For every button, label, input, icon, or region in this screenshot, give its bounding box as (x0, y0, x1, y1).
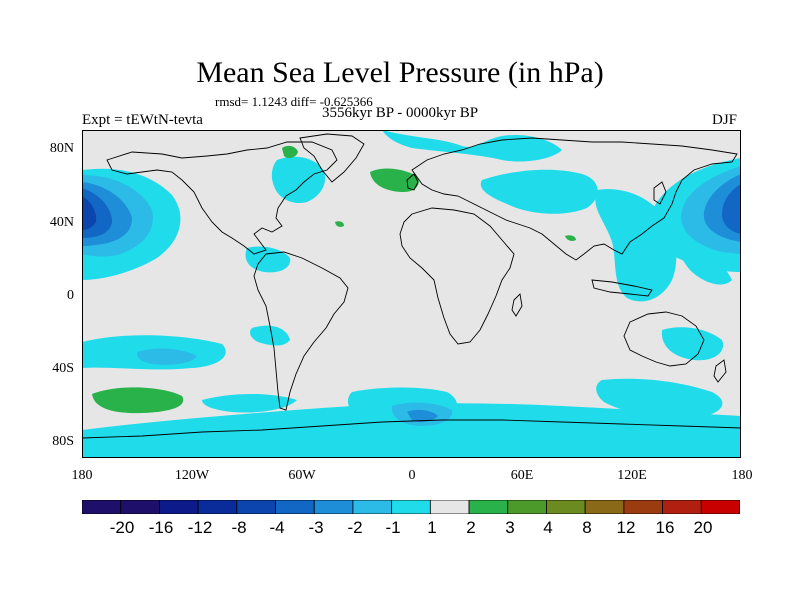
colorbar-label: 3 (505, 518, 515, 537)
coast-europe-asia (411, 137, 738, 261)
lon-label-60e: 60E (510, 468, 534, 483)
coast-australia (623, 311, 705, 367)
map-frame (82, 130, 741, 458)
lon-label-120e: 120E (617, 468, 647, 483)
colorbar-swatch (662, 500, 702, 514)
colorbar-swatch (507, 500, 547, 514)
colorbar-label: 20 (693, 518, 713, 537)
season-label: DJF (712, 112, 738, 128)
colorbar-swatch (623, 500, 663, 514)
experiment-label: Expt = tEWtN-tevta (82, 112, 203, 128)
coast-south-america (253, 251, 349, 411)
south-pacific-positive (92, 387, 184, 414)
lon-label-120w: 120W (174, 468, 210, 483)
colorbar-label: 1 (427, 518, 437, 537)
colorbar-label: 12 (616, 518, 636, 537)
colorbar-swatch (700, 500, 740, 514)
coast-uk (406, 173, 419, 191)
greenland-positive (282, 145, 298, 159)
colorbar-label: 4 (543, 518, 553, 537)
north-atlantic-anomaly (245, 130, 677, 302)
colorbar-swatch (159, 500, 199, 514)
colorbar-swatch (275, 500, 315, 514)
coast-africa (399, 207, 515, 345)
colorbar-label: 8 (582, 518, 592, 537)
north-pacific-anomaly-west (82, 168, 181, 280)
colorbar-label: -20 (109, 518, 135, 537)
southern-hemisphere-anomaly (82, 240, 741, 458)
colorbar-label: -2 (347, 518, 363, 537)
colorbar-label: -3 (308, 518, 324, 537)
coast-new-zealand (713, 359, 727, 383)
colorbar-swatch (236, 500, 276, 514)
positive-anomaly-patches (92, 145, 576, 414)
lon-label-60w: 60W (288, 468, 316, 483)
atlantic-small-positive (335, 221, 344, 227)
colorbar-swatch (546, 500, 586, 514)
coast-japan (653, 181, 667, 205)
colorbar-label: -8 (231, 518, 247, 537)
colorbar-label: -12 (187, 518, 213, 537)
colorbar-swatch (584, 500, 625, 514)
lat-label-80n: 80N (49, 141, 74, 156)
lon-label-0: 0 (408, 468, 416, 483)
lat-label-40n: 40N (49, 215, 74, 230)
colorbar (82, 500, 740, 514)
coastlines (82, 133, 741, 439)
colorbar-swatch (120, 500, 160, 514)
lat-label-40s: 40S (52, 361, 74, 376)
colorbar-swatch (391, 500, 431, 514)
colorbar-label: 16 (655, 518, 675, 537)
colorbar-label: 2 (466, 518, 476, 537)
coast-antarctica (82, 419, 741, 439)
coast-north-america (106, 141, 338, 255)
colorbar-swatch (82, 500, 122, 514)
colorbar-label: -4 (269, 518, 285, 537)
lon-label-180w: 180 (71, 468, 93, 483)
colorbar-swatch (429, 500, 470, 514)
pressure-anomaly-map (82, 130, 741, 458)
north-atlantic-positive (370, 168, 419, 192)
coast-greenland (299, 133, 365, 183)
colorbar-swatch (313, 500, 354, 514)
indian-small-positive (565, 235, 576, 241)
coast-indonesia (591, 279, 653, 297)
colorbar-label: -1 (385, 518, 401, 537)
lon-label-180e: 180 (731, 468, 753, 483)
period-label: 3556kyr BP - 0000kyr BP (322, 105, 479, 121)
colorbar-swatch (468, 500, 509, 514)
lat-label-80s: 80S (52, 434, 74, 449)
rmsd-diff-label: rmsd= 1.1243 diff= -0.625366 (215, 94, 373, 109)
lat-label-0: 0 (67, 288, 74, 303)
colorbar-swatch (352, 500, 393, 514)
colorbar-swatch (197, 500, 238, 514)
colorbar-label: -16 (148, 518, 174, 537)
chart-title: Mean Sea Level Pressure (in hPa) (196, 56, 604, 89)
coast-madagascar (511, 293, 523, 317)
